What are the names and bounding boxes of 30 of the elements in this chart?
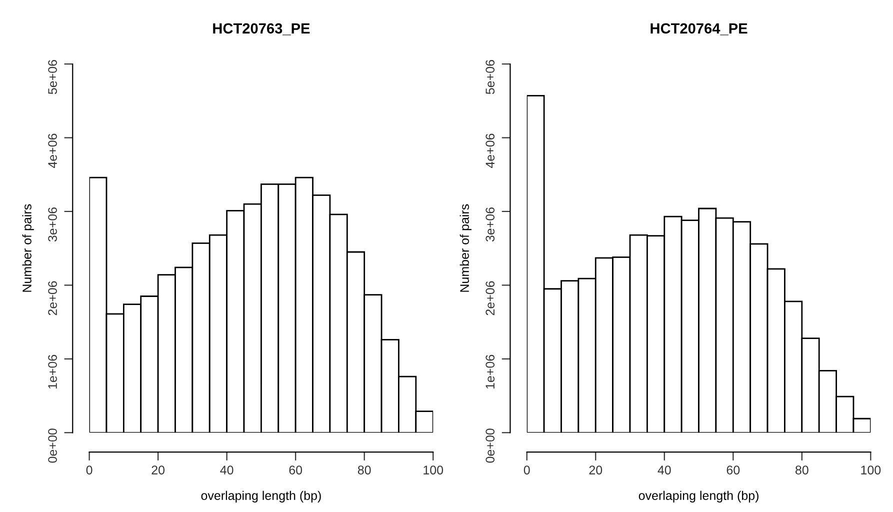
chart-title: HCT20764_PE (650, 23, 748, 36)
y-tick-label: 4e+06 (48, 134, 57, 168)
x-tick-label: 100 (861, 466, 881, 474)
x-tick-label: 40 (220, 466, 234, 474)
y-tick-label: 1e+06 (48, 354, 57, 389)
x-tick-label: 0 (86, 466, 92, 474)
y-tick-label: 4e+06 (486, 134, 495, 168)
x-axis-title: overlaping length (bp) (201, 490, 321, 502)
chart-title: HCT20763_PE (213, 23, 310, 36)
y-axis-title: Number of pairs (460, 204, 472, 292)
y-tick-label: 2e+06 (48, 281, 57, 316)
y-tick-label: 3e+06 (48, 207, 57, 242)
y-tick-label: 5e+06 (486, 60, 495, 94)
y-tick-label: 0e+00 (486, 428, 495, 463)
x-tick-label: 60 (726, 466, 740, 474)
y-tick-label: 0e+00 (48, 428, 57, 463)
x-tick-label: 20 (589, 466, 602, 474)
y-tick-label: 5e+06 (48, 60, 57, 94)
x-tick-label: 80 (358, 466, 371, 474)
x-tick-label: 80 (796, 466, 808, 474)
x-tick-label: 20 (152, 466, 165, 474)
x-axis-title: overlaping length (bp) (638, 490, 758, 502)
x-tick-label: 0 (524, 466, 530, 474)
x-tick-label: 40 (658, 466, 671, 474)
y-axis-title: Number of pairs (22, 204, 34, 292)
x-tick-label: 100 (424, 466, 444, 474)
y-tick-label: 1e+06 (486, 354, 495, 389)
y-tick-label: 2e+06 (486, 281, 495, 316)
y-tick-label: 3e+06 (486, 207, 495, 242)
x-tick-label: 60 (289, 466, 302, 474)
